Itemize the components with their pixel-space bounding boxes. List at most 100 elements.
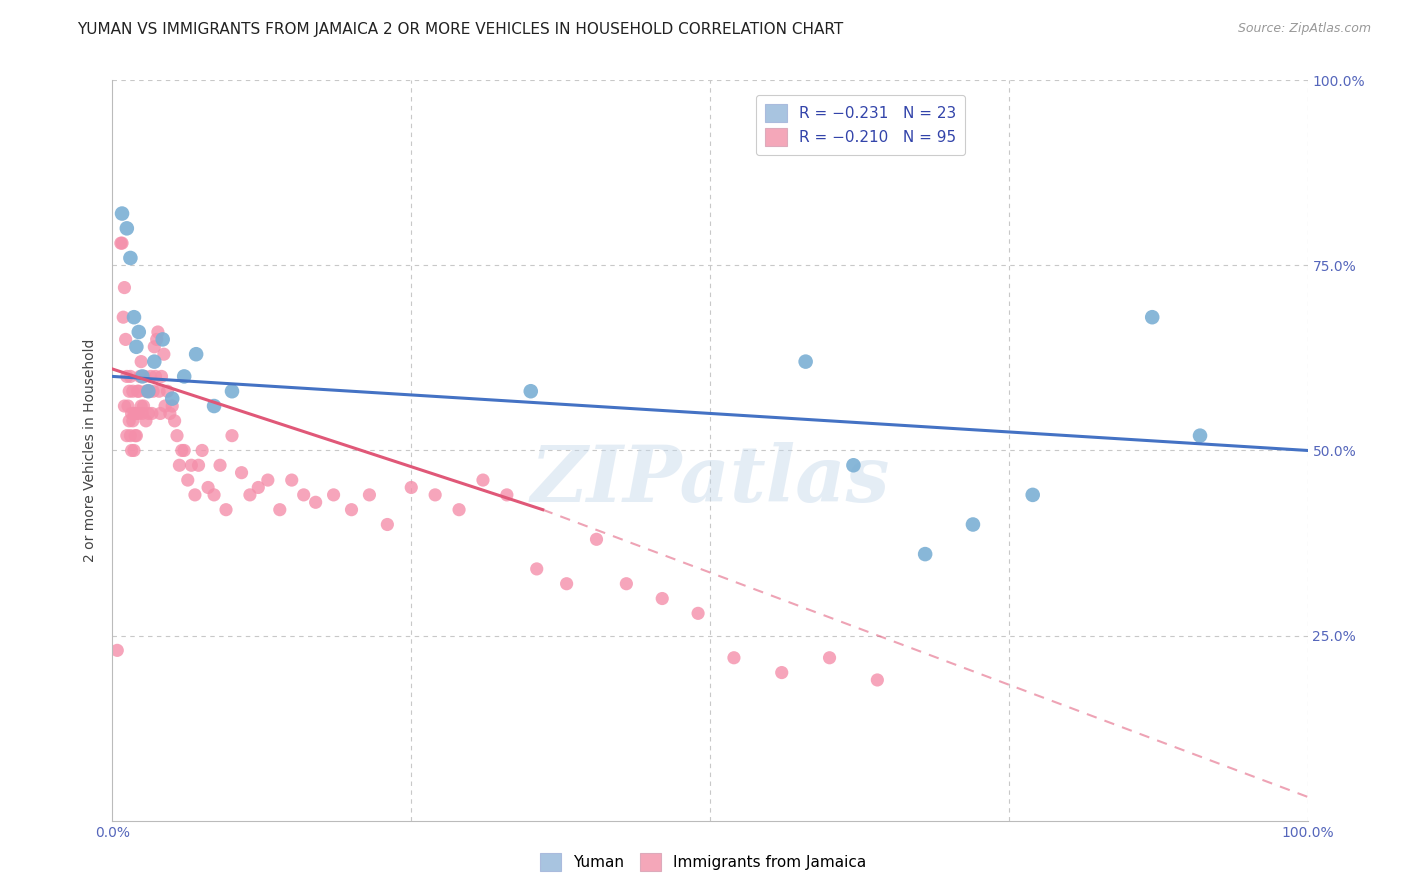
Point [129, 369, 152, 384]
Point [122, 310, 145, 325]
Point [110, 236, 132, 251]
Point [132, 399, 155, 413]
Point [127, 384, 149, 399]
Point [651, 591, 673, 606]
Point [150, 369, 173, 384]
Point [120, 428, 142, 442]
Text: ZIPatlas: ZIPatlas [530, 442, 890, 518]
Point [239, 488, 262, 502]
Point [105, 643, 128, 657]
Point [124, 407, 146, 421]
Point [269, 502, 291, 516]
Point [121, 384, 143, 399]
Point [129, 354, 152, 368]
Point [121, 407, 143, 421]
Point [112, 310, 135, 325]
Point [131, 407, 153, 421]
Point [794, 354, 817, 368]
Point [114, 399, 135, 413]
Point [169, 458, 191, 473]
Point [202, 399, 225, 413]
Point [125, 407, 148, 421]
Point [221, 428, 243, 442]
Legend: Yuman, Immigrants from Jamaica: Yuman, Immigrants from Jamaica [533, 847, 873, 877]
Point [149, 407, 172, 421]
Point [585, 533, 607, 547]
Point [281, 473, 304, 487]
Point [305, 495, 328, 509]
Point [138, 384, 160, 399]
Point [191, 443, 214, 458]
Point [152, 332, 174, 346]
Point [340, 502, 363, 516]
Point [247, 480, 270, 494]
Point [377, 517, 399, 532]
Point [555, 576, 578, 591]
Point [173, 443, 195, 458]
Point [136, 384, 159, 399]
Point [128, 407, 150, 421]
Point [114, 280, 135, 294]
Point [170, 443, 193, 458]
Point [122, 407, 145, 421]
Text: Source: ZipAtlas.com: Source: ZipAtlas.com [1237, 22, 1371, 36]
Point [143, 340, 166, 354]
Point [118, 384, 141, 399]
Point [447, 502, 470, 516]
Point [148, 384, 170, 399]
Point [187, 458, 209, 473]
Point [138, 384, 160, 399]
Point [322, 488, 344, 502]
Point [842, 458, 865, 473]
Point [114, 332, 136, 346]
Point [359, 488, 381, 502]
Point [122, 443, 145, 458]
Point [1022, 488, 1045, 502]
Point [162, 392, 183, 406]
Point [472, 473, 495, 487]
Point [135, 414, 157, 428]
Point [125, 428, 148, 442]
Point [173, 369, 195, 384]
Point [135, 384, 157, 399]
Point [117, 399, 139, 413]
Point [153, 399, 176, 413]
Point [616, 576, 638, 591]
Point [128, 384, 150, 399]
Point [153, 347, 176, 361]
Point [118, 414, 141, 428]
Point [115, 221, 138, 235]
Point [770, 665, 793, 680]
Point [131, 369, 153, 384]
Point [121, 414, 143, 428]
Point [159, 407, 181, 421]
Point [209, 458, 232, 473]
Point [292, 488, 315, 502]
Point [202, 488, 225, 502]
Point [197, 480, 219, 494]
Point [866, 673, 889, 687]
Point [186, 347, 208, 361]
Point [177, 473, 200, 487]
Point [145, 369, 167, 384]
Point [914, 547, 936, 561]
Y-axis label: 2 or more Vehicles in Household: 2 or more Vehicles in Household [83, 339, 97, 562]
Point [129, 399, 152, 413]
Point [115, 369, 138, 384]
Point [526, 562, 548, 576]
Point [1142, 310, 1164, 325]
Point [111, 206, 134, 220]
Point [139, 369, 162, 384]
Point [142, 384, 165, 399]
Point [134, 369, 156, 384]
Point [215, 502, 238, 516]
Point [125, 340, 148, 354]
Point [723, 650, 745, 665]
Point [124, 428, 146, 442]
Text: YUMAN VS IMMIGRANTS FROM JAMAICA 2 OR MORE VEHICLES IN HOUSEHOLD CORRELATION CHA: YUMAN VS IMMIGRANTS FROM JAMAICA 2 OR MO… [77, 22, 844, 37]
Point [138, 407, 160, 421]
Point [221, 384, 243, 399]
Point [166, 428, 188, 442]
Point [496, 488, 519, 502]
Point [180, 458, 202, 473]
